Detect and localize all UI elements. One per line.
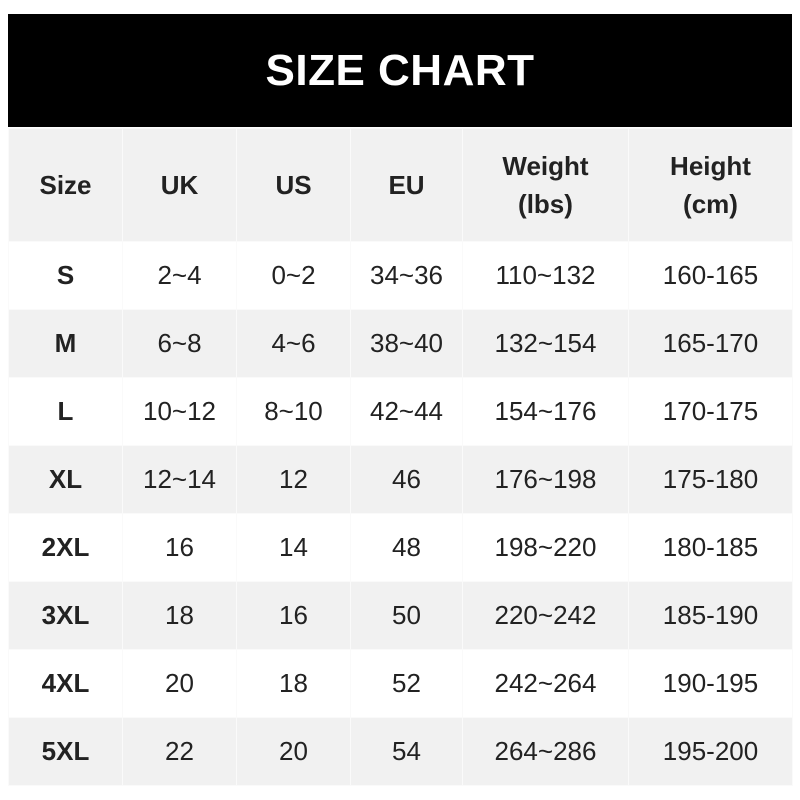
column-header-size: Size — [8, 128, 123, 242]
cell-weight: 242~264 — [462, 649, 629, 718]
cell-height: 180-185 — [628, 513, 793, 582]
cell-weight: 264~286 — [462, 717, 629, 786]
cell-height: 190-195 — [628, 649, 793, 718]
cell-size: 3XL — [8, 581, 123, 650]
cell-size: 4XL — [8, 649, 123, 718]
cell-size: XL — [8, 445, 123, 514]
table-row: 3XL 18 16 50 220~242 185-190 — [8, 581, 793, 650]
cell-height: 165-170 — [628, 309, 793, 378]
column-header-label: Weight — [502, 151, 589, 181]
cell-size: M — [8, 309, 123, 378]
size-chart-table: Size UK US EU Weight (lbs) Height (cm) S 2~4 0~2 3… — [8, 128, 793, 786]
cell-uk: 20 — [122, 649, 237, 718]
cell-weight: 110~132 — [462, 241, 629, 310]
cell-us: 0~2 — [236, 241, 351, 310]
cell-uk: 22 — [122, 717, 237, 786]
table-row: S 2~4 0~2 34~36 110~132 160-165 — [8, 241, 793, 310]
cell-us: 16 — [236, 581, 351, 650]
cell-uk: 12~14 — [122, 445, 237, 514]
column-header-unit: (lbs) — [518, 189, 573, 219]
size-chart-title: SIZE CHART — [8, 14, 792, 127]
header-row: Size UK US EU Weight (lbs) Height (cm) — [8, 128, 793, 242]
cell-size: 5XL — [8, 717, 123, 786]
column-header-label: Size — [39, 170, 92, 200]
cell-uk: 16 — [122, 513, 237, 582]
cell-eu: 50 — [350, 581, 463, 650]
cell-eu: 34~36 — [350, 241, 463, 310]
cell-size: S — [8, 241, 123, 310]
cell-weight: 154~176 — [462, 377, 629, 446]
table-row: L 10~12 8~10 42~44 154~176 170-175 — [8, 377, 793, 446]
column-header-label: US — [275, 170, 312, 200]
cell-weight: 132~154 — [462, 309, 629, 378]
cell-eu: 42~44 — [350, 377, 463, 446]
cell-eu: 54 — [350, 717, 463, 786]
cell-uk: 18 — [122, 581, 237, 650]
cell-weight: 176~198 — [462, 445, 629, 514]
column-header-eu: EU — [350, 128, 463, 242]
cell-us: 4~6 — [236, 309, 351, 378]
cell-us: 20 — [236, 717, 351, 786]
column-header-label: UK — [160, 170, 199, 200]
table-row: 2XL 16 14 48 198~220 180-185 — [8, 513, 793, 582]
cell-weight: 220~242 — [462, 581, 629, 650]
cell-eu: 48 — [350, 513, 463, 582]
column-header-unit: (cm) — [683, 189, 738, 219]
column-header-label: EU — [388, 170, 425, 200]
table-row: 5XL 22 20 54 264~286 195-200 — [8, 717, 793, 786]
cell-height: 175-180 — [628, 445, 793, 514]
cell-height: 185-190 — [628, 581, 793, 650]
cell-eu: 52 — [350, 649, 463, 718]
cell-height: 160-165 — [628, 241, 793, 310]
cell-height: 170-175 — [628, 377, 793, 446]
column-header-label: Height — [670, 151, 751, 181]
column-header-uk: UK — [122, 128, 237, 242]
cell-size: 2XL — [8, 513, 123, 582]
cell-height: 195-200 — [628, 717, 793, 786]
cell-eu: 46 — [350, 445, 463, 514]
cell-uk: 10~12 — [122, 377, 237, 446]
column-header-us: US — [236, 128, 351, 242]
table-row: XL 12~14 12 46 176~198 175-180 — [8, 445, 793, 514]
cell-uk: 2~4 — [122, 241, 237, 310]
column-header-height: Height (cm) — [628, 128, 793, 242]
column-header-weight: Weight (lbs) — [462, 128, 629, 242]
table-row: M 6~8 4~6 38~40 132~154 165-170 — [8, 309, 793, 378]
table-row: 4XL 20 18 52 242~264 190-195 — [8, 649, 793, 718]
cell-us: 14 — [236, 513, 351, 582]
cell-uk: 6~8 — [122, 309, 237, 378]
cell-us: 8~10 — [236, 377, 351, 446]
cell-us: 12 — [236, 445, 351, 514]
cell-weight: 198~220 — [462, 513, 629, 582]
cell-size: L — [8, 377, 123, 446]
cell-eu: 38~40 — [350, 309, 463, 378]
cell-us: 18 — [236, 649, 351, 718]
